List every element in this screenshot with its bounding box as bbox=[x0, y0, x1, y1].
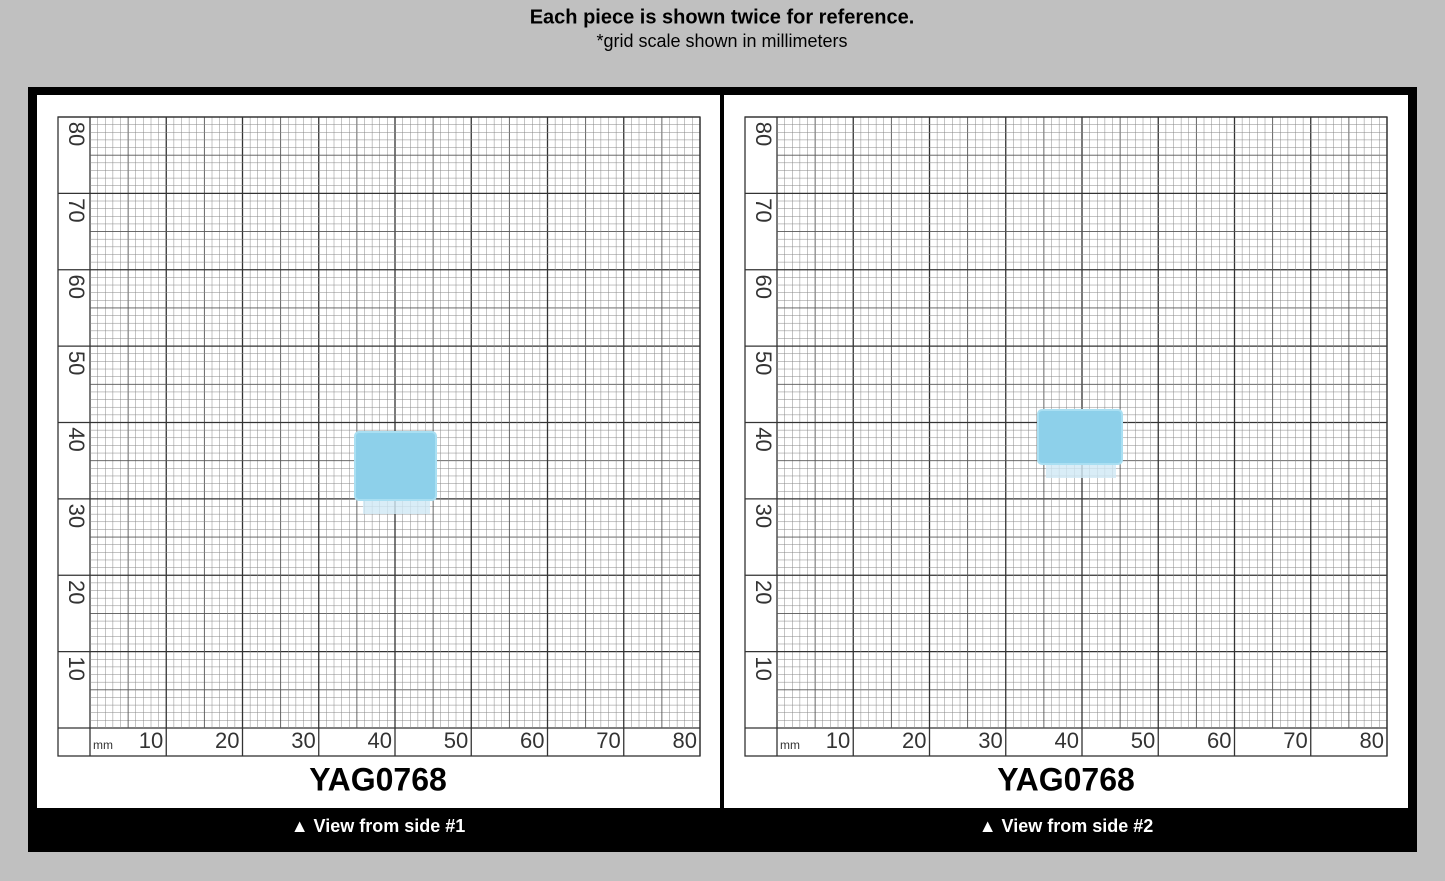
product-code: YAG0768 bbox=[997, 761, 1135, 797]
y-scale-label: 80 bbox=[64, 122, 89, 146]
x-scale-label: 40 bbox=[1055, 728, 1079, 753]
gem-shadow bbox=[1046, 464, 1116, 478]
x-scale-label: 10 bbox=[139, 728, 163, 753]
y-scale-label: 30 bbox=[64, 504, 89, 528]
x-scale-label: 20 bbox=[215, 728, 239, 753]
x-scale-label: 30 bbox=[291, 728, 315, 753]
x-scale-label: 80 bbox=[1360, 728, 1384, 753]
unit-label: mm bbox=[93, 738, 113, 752]
gem bbox=[1037, 409, 1123, 465]
unit-label: mm bbox=[780, 738, 800, 752]
x-scale-label: 80 bbox=[673, 728, 697, 753]
y-scale-label: 80 bbox=[751, 122, 776, 146]
y-scale-label: 10 bbox=[64, 656, 89, 680]
grid-border bbox=[57, 116, 701, 757]
y-scale-label: 40 bbox=[64, 427, 89, 451]
y-scale-label: 70 bbox=[751, 198, 776, 222]
x-scale-label: 50 bbox=[1131, 728, 1155, 753]
x-scale-label: 60 bbox=[1207, 728, 1231, 753]
y-scale-label: 70 bbox=[64, 198, 89, 222]
x-scale-label: 60 bbox=[520, 728, 544, 753]
x-scale-label: 70 bbox=[596, 728, 620, 753]
subtitle: *grid scale shown in millimeters bbox=[596, 31, 847, 51]
grid-border bbox=[744, 116, 1388, 757]
x-scale-label: 20 bbox=[902, 728, 926, 753]
y-scale-label: 20 bbox=[751, 580, 776, 604]
y-scale-label: 60 bbox=[64, 275, 89, 299]
y-scale-label: 60 bbox=[751, 275, 776, 299]
gem bbox=[354, 431, 437, 501]
y-scale-label: 50 bbox=[751, 351, 776, 375]
x-scale-label: 50 bbox=[444, 728, 468, 753]
y-scale-label: 40 bbox=[751, 427, 776, 451]
x-scale-label: 10 bbox=[826, 728, 850, 753]
y-scale-label: 50 bbox=[64, 351, 89, 375]
x-scale-label: 40 bbox=[368, 728, 392, 753]
product-code: YAG0768 bbox=[309, 761, 447, 797]
x-scale-label: 70 bbox=[1283, 728, 1307, 753]
y-scale-label: 10 bbox=[751, 656, 776, 680]
y-scale-label: 20 bbox=[64, 580, 89, 604]
title: Each piece is shown twice for reference. bbox=[530, 6, 915, 28]
view-caption: ▲ View from side #1 bbox=[291, 816, 466, 836]
view-caption: ▲ View from side #2 bbox=[979, 816, 1154, 836]
x-scale-label: 30 bbox=[978, 728, 1002, 753]
gem-shadow bbox=[363, 500, 430, 514]
y-scale-label: 30 bbox=[751, 504, 776, 528]
